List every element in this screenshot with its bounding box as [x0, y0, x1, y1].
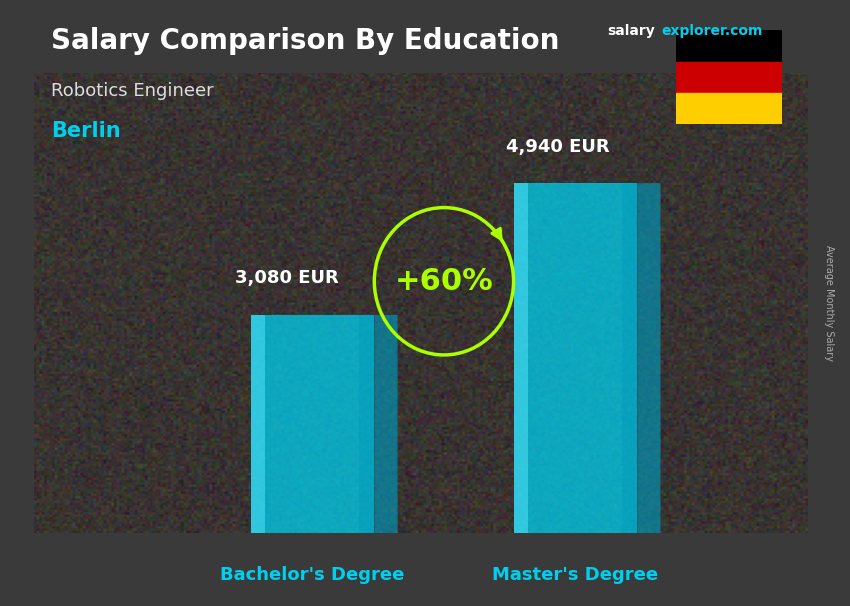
Text: salary: salary [608, 24, 655, 38]
Text: Bachelor's Degree: Bachelor's Degree [220, 565, 405, 584]
Bar [676, 93, 782, 124]
Text: Master's Degree: Master's Degree [492, 565, 659, 584]
Text: explorer.com: explorer.com [661, 24, 762, 38]
Text: Berlin: Berlin [51, 121, 121, 141]
Bar [251, 315, 265, 533]
FancyBboxPatch shape [251, 315, 374, 533]
Polygon shape [638, 183, 660, 533]
Text: 4,940 EUR: 4,940 EUR [506, 138, 609, 156]
FancyBboxPatch shape [513, 183, 638, 533]
Polygon shape [374, 315, 398, 533]
Bar [513, 183, 529, 533]
Bar [622, 183, 638, 533]
Text: +60%: +60% [394, 267, 493, 296]
Bar [676, 30, 782, 62]
Text: Salary Comparison By Education: Salary Comparison By Education [51, 27, 559, 55]
Text: Average Monthly Salary: Average Monthly Salary [824, 245, 834, 361]
Text: 3,080 EUR: 3,080 EUR [235, 270, 339, 287]
Text: Robotics Engineer: Robotics Engineer [51, 82, 213, 100]
Bar [360, 315, 374, 533]
Bar [676, 62, 782, 93]
